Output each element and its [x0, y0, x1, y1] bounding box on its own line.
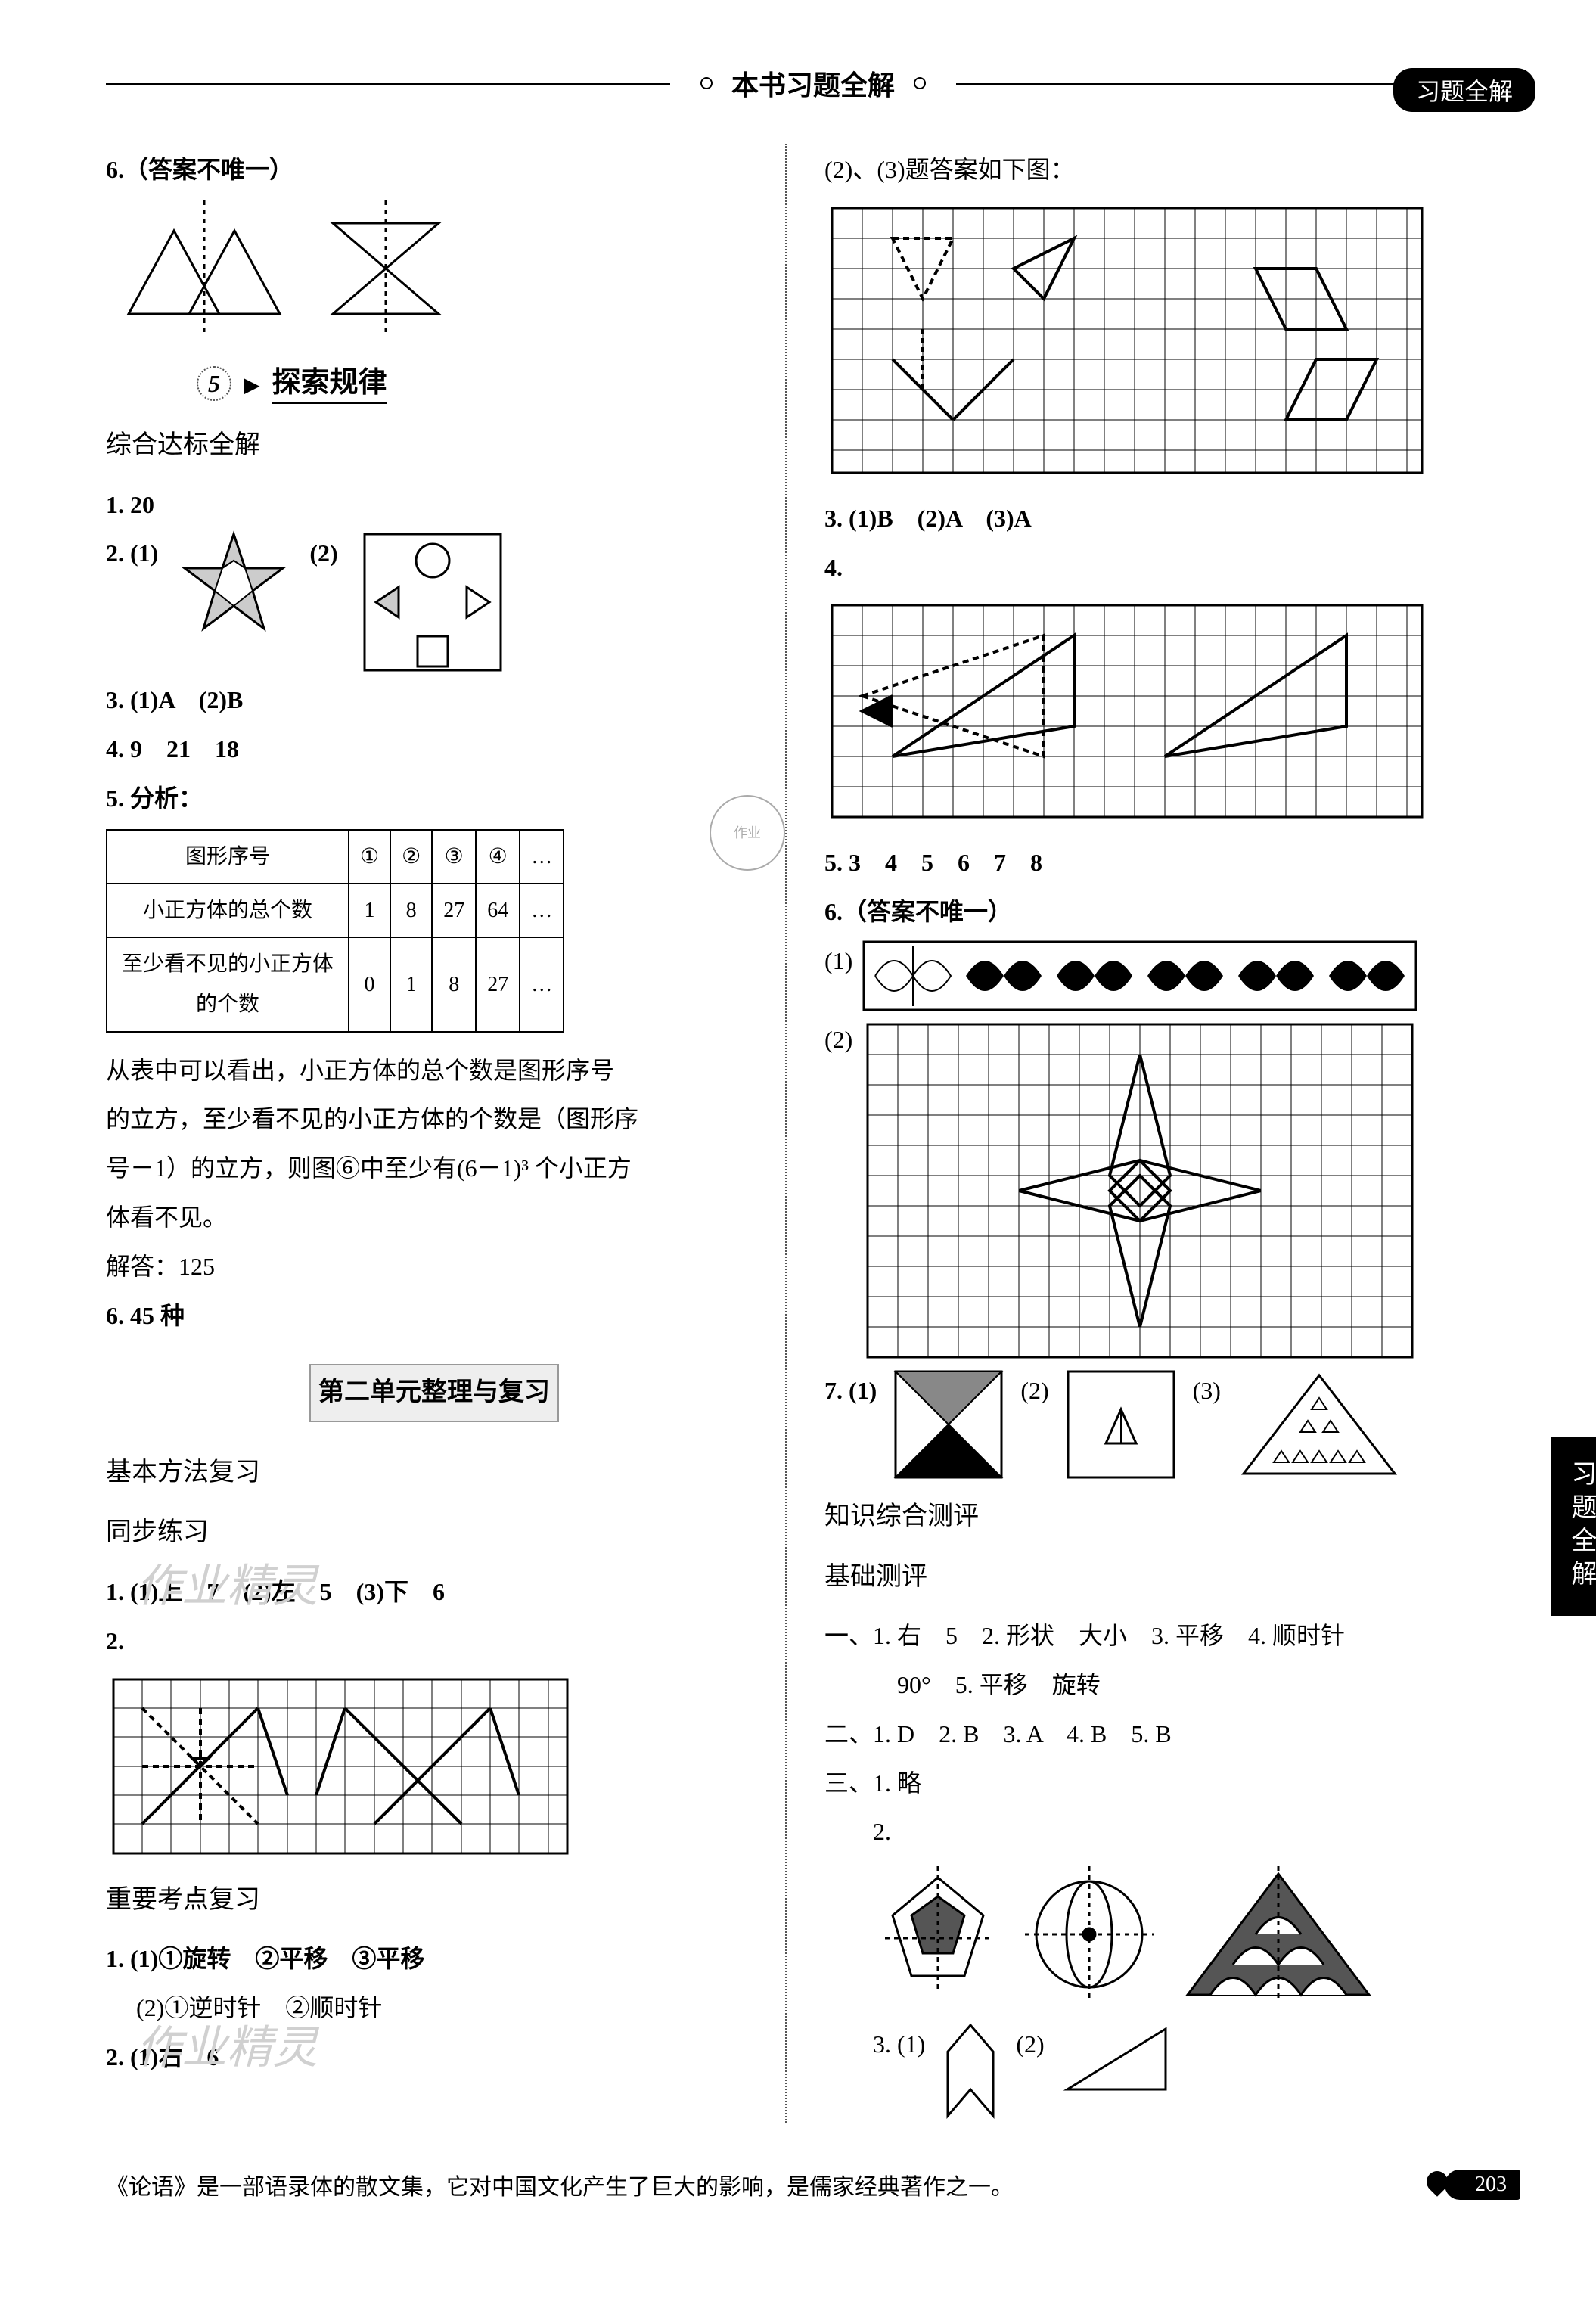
- l4: 4. 9 21 18: [106, 726, 762, 772]
- right-column: (2)、(3)题答案如下图：: [824, 144, 1505, 2123]
- r7-3-label: (3): [1193, 1368, 1221, 1414]
- san2-figure: [824, 1862, 1505, 2006]
- l5p1: 从表中可以看出，小正方体的总个数是图形序号: [106, 1048, 762, 1094]
- r1c5: …: [520, 884, 564, 937]
- san3-2-figure: [1060, 2021, 1173, 2097]
- side-tab: 习题全解: [1551, 1437, 1596, 1616]
- san3b-label: (2): [1016, 2021, 1044, 2067]
- r23-label: (2)、(3)题答案如下图：: [824, 147, 1505, 193]
- th1: ①: [349, 830, 390, 884]
- r7-1-label: 7. (1): [824, 1368, 877, 1414]
- l5p3: 号－1）的立方，则图⑥中至少有(6－1)³ 个小正方: [106, 1145, 762, 1191]
- jccp: 基础测评: [824, 1553, 1505, 1602]
- r7-2-figure: [1064, 1368, 1178, 1481]
- r2c5: …: [520, 937, 564, 1031]
- r1c4: 64: [476, 884, 520, 937]
- zhdb-heading: 综合达标全解: [106, 421, 762, 471]
- jbff: 基本方法复习: [106, 1449, 762, 1498]
- l2: 2. (1) (2): [106, 530, 762, 674]
- san3-row: 3. (1) (2): [824, 2021, 1505, 2120]
- r6-1-figure: [860, 938, 1420, 1014]
- page-footer: 《论语》是一部语录体的散文集，它对中国文化产生了巨大的影响，是儒家经典著作之一。…: [106, 2168, 1520, 2201]
- footer-quote: 《论语》是一部语录体的散文集，它对中国文化产生了巨大的影响，是儒家经典著作之一。: [106, 2168, 1014, 2201]
- r6-2-figure: [860, 1017, 1420, 1365]
- page-header: 本书习题全解 习题全解: [106, 61, 1520, 106]
- r5: 5. 3 4 5 6 7 8: [824, 840, 1505, 886]
- star-figure: [181, 530, 287, 636]
- l1: 1. 20: [106, 482, 762, 528]
- th2: ②: [390, 830, 432, 884]
- l3: 3. (1)A (2)B: [106, 677, 762, 723]
- zszh: 知识综合测评: [824, 1493, 1505, 1542]
- san2-label: 2.: [824, 1809, 1505, 1855]
- r2c1: 0: [349, 937, 390, 1031]
- r1c2: 8: [390, 884, 432, 937]
- san3-1-figure: [940, 2021, 1001, 2120]
- yi1b: 90° 5. 平移 旋转: [824, 1662, 1505, 1708]
- cube-table: 图形序号 ① ② ③ ④ … 小正方体的总个数 1 8 27 64 … 至少看不…: [106, 829, 564, 1033]
- content-columns: 6.（答案不唯一） 5 ▶ 探索规律 综合达标全解 1. 20 2. (1): [106, 144, 1520, 2123]
- r6-2-row: (2): [824, 1017, 1505, 1365]
- r6-2-label: (2): [824, 1017, 852, 1063]
- table-row: 小正方体的总个数 1 8 27 64 …: [107, 884, 564, 937]
- yi1: 一、1. 右 5 2. 形状 大小 3. 平移 4. 顺时针: [824, 1613, 1505, 1659]
- shapes-box-figure: [361, 530, 505, 674]
- r7-row: 7. (1) (2) (3): [824, 1368, 1505, 1481]
- th4: ④: [476, 830, 520, 884]
- r6-1-label: (1): [824, 938, 852, 984]
- header-title: 本书习题全解: [670, 64, 956, 103]
- watermark-2: 作业精灵: [136, 2005, 318, 2091]
- er1: 二、1. D 2. B 3. A 4. B 5. B: [824, 1711, 1505, 1757]
- r4-label: 4.: [824, 545, 1505, 591]
- section5-title: 5 ▶ 探索规律: [197, 356, 762, 410]
- r2c4: 27: [476, 937, 520, 1031]
- unit2-box: 第二单元整理与复习: [309, 1364, 559, 1422]
- r3: 3. (1)B (2)A (3)A: [824, 495, 1505, 542]
- r2c2: 1: [390, 937, 432, 1031]
- r1c1: 1: [349, 884, 390, 937]
- th5: …: [520, 830, 564, 884]
- t2-grid-figure: [106, 1672, 762, 1861]
- table-row: 图形序号 ① ② ③ ④ …: [107, 830, 564, 884]
- r1c0: 小正方体的总个数: [107, 884, 349, 937]
- l5: 5. 分析：: [106, 775, 762, 822]
- k1: 1. (1)①旋转 ②平移 ③平移: [106, 1936, 762, 1982]
- r2c0: 至少看不见的小正方体的个数: [107, 937, 349, 1031]
- r7-2-label: (2): [1020, 1368, 1048, 1414]
- seal-stamp: 作业: [710, 795, 785, 871]
- q6-figure: [106, 200, 762, 337]
- zykd: 重要考点复习: [106, 1876, 762, 1925]
- r1c3: 27: [432, 884, 476, 937]
- r2c3: 8: [432, 937, 476, 1031]
- l5p4: 体看不见。: [106, 1194, 762, 1241]
- q6-label: 6.（答案不唯一）: [106, 147, 762, 193]
- section5-arrow-icon: ▶: [244, 374, 260, 397]
- san3-label: 3. (1): [824, 2021, 925, 2067]
- section5-text: 探索规律: [272, 367, 387, 404]
- l2-mid: (2): [309, 530, 337, 576]
- r7-3-figure: [1236, 1368, 1402, 1481]
- san1: 三、1. 略: [824, 1760, 1505, 1806]
- th3: ③: [432, 830, 476, 884]
- l5p2: 的立方，至少看不见的小正方体的个数是（图形序: [106, 1096, 762, 1142]
- r7-1-figure: [892, 1368, 1005, 1481]
- l6: 6. 45 种: [106, 1293, 762, 1339]
- header-pill: 习题全解: [1393, 68, 1535, 112]
- r6-1-row: (1): [824, 938, 1505, 1014]
- th0: 图形序号: [107, 830, 349, 884]
- r4-grid-figure: [824, 598, 1505, 825]
- r23-grid-figure: [824, 200, 1505, 480]
- r6: 6.（答案不唯一）: [824, 889, 1505, 935]
- left-column: 6.（答案不唯一） 5 ▶ 探索规律 综合达标全解 1. 20 2. (1): [106, 144, 787, 2123]
- l2-prefix: 2. (1): [106, 530, 158, 576]
- l5p5: 解答：125: [106, 1244, 762, 1290]
- page-number: 203: [1445, 2170, 1520, 2200]
- table-row: 至少看不见的小正方体的个数 0 1 8 27 …: [107, 937, 564, 1031]
- section5-num: 5: [197, 366, 231, 401]
- watermark-1: 作业精灵: [136, 1543, 318, 1629]
